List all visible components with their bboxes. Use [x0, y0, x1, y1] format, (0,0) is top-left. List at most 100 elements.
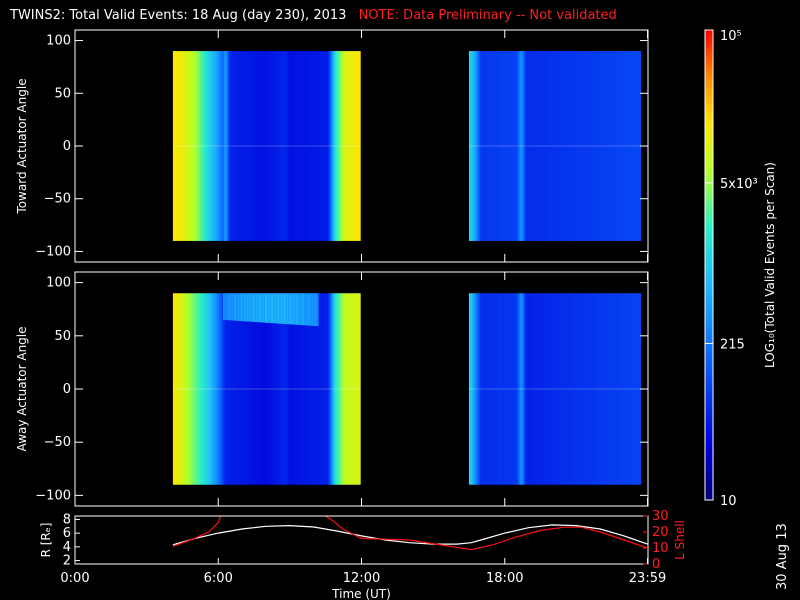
heatmap-column — [181, 51, 183, 241]
heatmap-column — [276, 51, 279, 241]
heatmap-column — [607, 51, 609, 241]
heatmap-enhancement — [304, 293, 306, 326]
heatmap-enhancement — [311, 293, 313, 326]
heatmap-column — [336, 293, 339, 485]
heatmap-column — [614, 51, 617, 241]
heatmap-enhancement — [287, 293, 290, 325]
heatmap-column — [551, 51, 553, 241]
colorbar-tick-label: 5x10³ — [720, 177, 758, 192]
heatmap-column — [521, 293, 524, 485]
heatmap-column — [286, 51, 288, 241]
heatmap-enhancement — [256, 293, 259, 323]
heatmap-column — [186, 51, 188, 241]
heatmap-column — [539, 293, 541, 485]
heatmap-column — [227, 51, 230, 241]
heatmap-column — [280, 51, 282, 241]
heatmap-column — [287, 293, 290, 485]
heatmap-column — [564, 293, 567, 485]
heatmap-column — [324, 51, 327, 241]
heatmap-column — [483, 293, 485, 485]
heatmap-column — [637, 51, 639, 241]
heatmap-column — [209, 293, 212, 485]
heatmap-column — [593, 51, 595, 241]
colorbar: 10 215 5x10³ 10⁵ LOG₁₀(Total Valid Events p… — [704, 29, 777, 509]
heatmap-column — [622, 293, 625, 485]
heatmap-column — [314, 51, 317, 241]
heatmap-column — [528, 51, 531, 241]
heatmap-column — [634, 293, 637, 485]
heatmap-column — [273, 51, 275, 241]
heatmap-column — [288, 293, 291, 485]
heatmap-column — [474, 51, 477, 241]
heatmap-column — [511, 293, 514, 485]
heatmap-enhancement — [279, 293, 281, 324]
heatmap-column — [291, 293, 293, 485]
heatmap-column — [533, 51, 535, 241]
heatmap-column — [300, 51, 303, 241]
heatmap-column — [557, 293, 559, 485]
heatmap-column — [619, 51, 621, 241]
heatmap-column — [571, 51, 574, 241]
heatmap-column — [201, 293, 204, 485]
heatmap-enhancement — [306, 293, 309, 326]
heatmap-column — [349, 293, 352, 485]
heatmap-column — [601, 51, 604, 241]
heatmap-column — [188, 51, 190, 241]
heatmap-column — [536, 51, 539, 241]
heatmap-column — [305, 51, 307, 241]
heatmap-column — [546, 293, 549, 485]
heatmap-column — [177, 293, 180, 485]
heatmap-column — [630, 293, 632, 485]
heatmap-column — [587, 293, 589, 485]
heatmap-column — [178, 293, 181, 485]
heatmap-column — [513, 51, 515, 241]
heatmap-column — [252, 293, 255, 485]
heatmap-column — [197, 293, 200, 485]
heatmap-column — [294, 51, 297, 241]
heatmap-column — [238, 293, 241, 485]
heatmap-column — [218, 293, 220, 485]
heatmap-enhancement — [301, 293, 304, 326]
heatmap-enhancement — [277, 293, 280, 324]
heatmap-enhancement — [230, 293, 232, 321]
heatmap-column — [482, 51, 484, 241]
heatmap-enhancement — [251, 293, 254, 322]
heatmap-column — [587, 51, 589, 241]
heatmap-column — [308, 51, 311, 241]
heatmap-column — [226, 51, 229, 241]
heatmap-column — [187, 51, 189, 241]
chart-title: TWINS2: Total Valid Events: 18 Aug (day … — [10, 8, 617, 23]
heatmap-column — [341, 51, 343, 241]
heatmap-enhancement — [260, 293, 262, 323]
heatmap-column — [531, 51, 533, 241]
heatmap-column — [313, 51, 316, 241]
heatmap-column — [634, 51, 637, 241]
heatmap-column — [536, 293, 539, 485]
heatmap-column — [316, 51, 318, 241]
heatmap-column — [218, 51, 220, 241]
heatmap-enhancement — [293, 293, 296, 325]
heatmap-column — [334, 293, 336, 485]
heatmap-column — [208, 51, 211, 241]
heatmap-column — [573, 293, 576, 485]
heatmap-column — [480, 51, 483, 241]
heatmap-enhancement — [264, 293, 267, 323]
heatmap-column — [615, 293, 618, 485]
heatmap-column — [622, 51, 625, 241]
heatmap-column — [476, 293, 478, 485]
heatmap-column — [529, 51, 532, 241]
heatmap-column — [602, 51, 605, 241]
heatmap-column — [350, 51, 353, 241]
heatmap-column — [354, 293, 356, 485]
y-tick-label: −50 — [44, 192, 71, 207]
heatmap-column — [314, 293, 317, 485]
heatmap-column — [325, 293, 328, 485]
heatmap-column — [206, 51, 208, 241]
heatmap-column — [349, 51, 352, 241]
heatmap-column — [584, 293, 587, 485]
heatmap-column — [523, 51, 526, 241]
heatmap-column — [219, 293, 222, 485]
heatmap-column — [251, 51, 254, 241]
heatmap-enhancement — [282, 293, 285, 324]
heatmap-column — [306, 293, 309, 485]
